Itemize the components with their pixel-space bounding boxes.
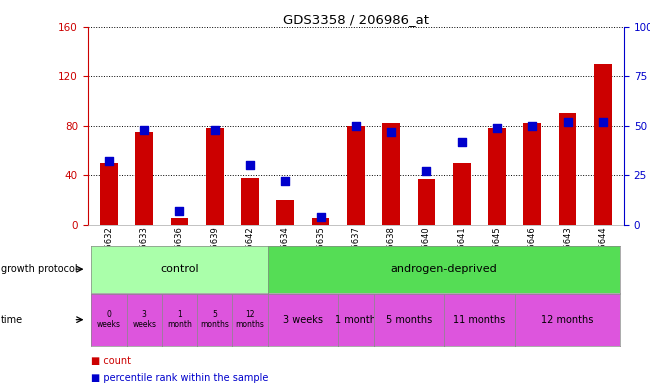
Bar [559,113,577,225]
Bar [171,218,188,225]
Point [492,125,502,131]
Bar [241,178,259,225]
Point [456,139,467,145]
Point [104,158,114,164]
Text: ■ percentile rank within the sample: ■ percentile rank within the sample [91,373,268,383]
Text: 11 months: 11 months [453,314,506,325]
Bar [594,64,612,225]
Text: growth protocol: growth protocol [1,264,77,274]
Text: androgen-deprived: androgen-deprived [391,264,497,274]
Bar [206,128,224,225]
Text: 0
weeks: 0 weeks [97,310,121,329]
Point [597,119,608,125]
Text: 1
month: 1 month [167,310,192,329]
Bar [347,126,365,225]
Text: 5 months: 5 months [385,314,432,325]
Bar [417,179,436,225]
Text: time: time [1,314,23,325]
Title: GDS3358 / 206986_at: GDS3358 / 206986_at [283,13,429,26]
Bar [523,123,541,225]
Point [562,119,573,125]
Text: 12
months: 12 months [235,310,265,329]
Text: 12 months: 12 months [541,314,593,325]
Bar [276,200,294,225]
Text: control: control [160,264,199,274]
Text: 1 month: 1 month [335,314,376,325]
Bar [312,218,330,225]
Point [421,168,432,174]
Point [315,214,326,220]
Bar [135,132,153,225]
Point [139,127,150,133]
Bar [488,128,506,225]
Text: 3 weeks: 3 weeks [283,314,323,325]
Point [174,208,185,214]
Point [280,178,291,184]
Point [527,123,538,129]
Point [245,162,255,169]
Bar [100,163,118,225]
Point [386,129,396,135]
Text: ■ count: ■ count [91,356,131,366]
Text: 5
months: 5 months [200,310,229,329]
Bar [453,163,471,225]
Bar [382,123,400,225]
Point [209,127,220,133]
Point [351,123,361,129]
Text: 3
weeks: 3 weeks [132,310,156,329]
